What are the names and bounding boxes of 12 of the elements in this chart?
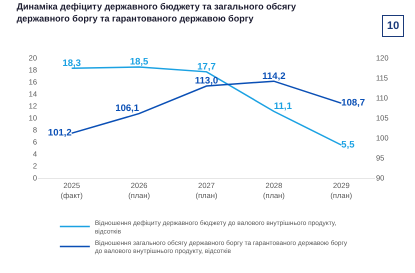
text: 10 — [387, 20, 400, 32]
data-label: 101,2 — [48, 128, 72, 139]
chart-title: Динаміка дефіциту державного бюджету та загального обсягу державного боргу та гарантованого державою боргу — [16, 2, 296, 24]
data-label: 108,7 — [341, 98, 366, 109]
data-label: 18,3 — [62, 58, 81, 69]
data-label: 106,1 — [115, 103, 140, 114]
data-label: 11,1 — [274, 101, 293, 112]
data-label: 5,5 — [341, 139, 356, 150]
data-label: 114,2 — [262, 70, 286, 82]
data-label: 18,5 — [130, 56, 150, 68]
data-label: 113,0 — [194, 76, 218, 87]
data-label: 17,7 — [197, 61, 216, 72]
